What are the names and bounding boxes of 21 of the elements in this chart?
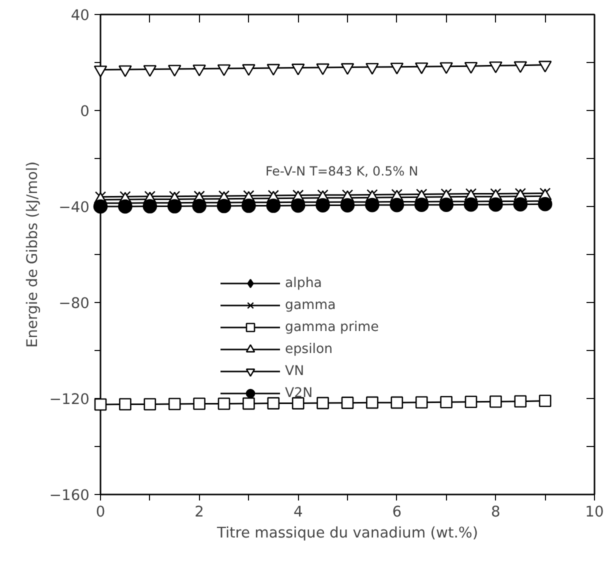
x-tick-label: 2	[194, 504, 204, 520]
x-axis-title: Titre massique du vanadium (wt.%)	[216, 524, 478, 542]
legend-label: gamma	[285, 296, 336, 314]
legend-label: gamma prime	[285, 318, 379, 336]
x-tick-label: 6	[392, 504, 402, 520]
y-tick-label: −80	[58, 295, 90, 312]
y-tick-label: −40	[58, 199, 90, 216]
legend-label: V2N	[285, 384, 313, 402]
x-tick-label: 4	[293, 504, 303, 520]
legend-label: VN	[285, 362, 305, 380]
legend-label: alpha	[285, 274, 322, 292]
y-tick-label: −120	[49, 391, 90, 408]
y-axis-title: Energie de Gibbs (kJ/mol)	[24, 161, 42, 348]
y-tick-label: −160	[49, 487, 90, 504]
y-tick-label: 0	[80, 103, 90, 120]
y-tick-label: 40	[70, 7, 90, 24]
x-tick-label: 8	[491, 504, 500, 520]
legend-label: epsilon	[285, 340, 333, 358]
x-tick-label: 10	[585, 504, 604, 520]
annotation: Fe-V-N T=843 K, 0.5% N	[266, 164, 418, 178]
x-tick-label: 0	[96, 504, 106, 520]
